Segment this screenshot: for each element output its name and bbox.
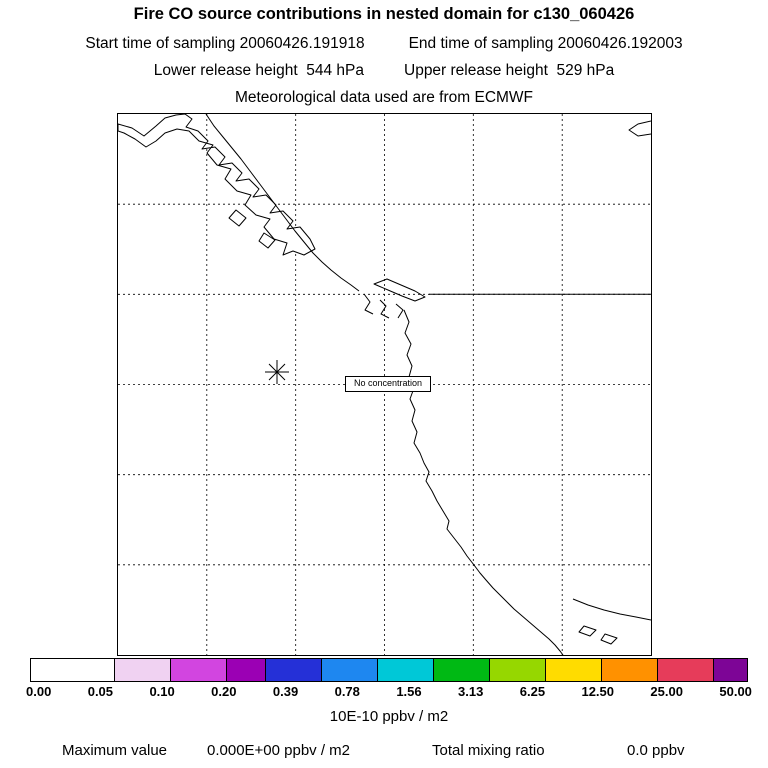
map-canvas <box>118 114 651 655</box>
meteo-source-text: Meteorological data used are from ECMWF <box>234 89 534 106</box>
colorbar-tick-label: 25.00 <box>650 684 683 699</box>
corner-coast-fragment <box>628 120 651 137</box>
inland-line <box>572 598 651 621</box>
colorbar-tick-labels: 0.00 0.05 0.10 0.20 0.39 0.78 1.56 3.13 6.25 12.5… <box>26 684 752 699</box>
colorbar-tick-label: 50.00 <box>719 684 752 699</box>
small-island <box>578 625 597 637</box>
colorbar <box>30 658 748 682</box>
colorbar-segment <box>113 658 171 682</box>
puget-sound-inlets <box>379 299 390 319</box>
sampling-times-line: Start time of sampling 20060426.191918 E… <box>0 35 768 53</box>
small-island <box>600 633 618 645</box>
colorbar-segment <box>169 658 227 682</box>
vancouver-island-coastline <box>118 114 316 256</box>
max-value-label: Maximum value <box>62 742 168 759</box>
colorbar-tick-label: 1.56 <box>396 684 422 699</box>
colorbar-segment <box>377 658 434 682</box>
map-panel: No concentration <box>117 113 652 656</box>
colorbar-tick-label: 3.13 <box>458 684 484 699</box>
colorbar-tick-label: 0.39 <box>272 684 299 699</box>
mixing-ratio-value: 0.0 ppbv <box>627 742 685 759</box>
release-point-marker-icon <box>265 360 289 384</box>
end-time-text: End time of sampling 20060426.192003 <box>408 35 683 52</box>
colorbar-tick-label: 0.00 <box>26 684 52 699</box>
colorbar-segment <box>433 658 490 682</box>
colorbar-segment <box>265 658 322 682</box>
colorbar-tick-label: 0.20 <box>211 684 237 699</box>
lower-release-text: Lower release height 544 hPa <box>153 62 364 79</box>
colorbar-tick-label: 0.05 <box>87 684 114 699</box>
colorbar-segment <box>225 658 266 682</box>
max-value-text: 0.000E+00 ppbv / m2 <box>207 742 351 759</box>
colorbar-tick-label: 6.25 <box>519 684 546 699</box>
pacific-coastline <box>403 309 564 655</box>
island-whidbey <box>373 278 426 302</box>
colorbar-tick-label: 0.78 <box>334 684 360 699</box>
mixing-ratio-label: Total mixing ratio <box>432 742 545 759</box>
start-time-text: Start time of sampling 20060426.191918 <box>85 35 365 52</box>
page-title: Fire CO source contributions in nested d… <box>133 5 635 23</box>
no-concentration-label: No concentration <box>345 376 431 392</box>
colorbar-segment <box>601 658 658 682</box>
small-island <box>258 232 276 249</box>
colorbar-segment <box>30 658 115 682</box>
colorbar-segment <box>545 658 602 682</box>
colorbar-tick-label: 12.50 <box>581 684 615 699</box>
colorbar-segment <box>489 658 546 682</box>
colorbar-tick-label: 0.10 <box>149 684 175 699</box>
release-heights-line: Lower release height 544 hPa Upper relea… <box>0 62 768 80</box>
colorbar-segment <box>713 658 748 682</box>
colorbar-segment <box>657 658 714 682</box>
puget-sound-inlets <box>395 303 404 319</box>
mainland-coastline <box>205 114 360 292</box>
small-island <box>228 209 247 227</box>
colorbar-segment <box>321 658 378 682</box>
puget-sound-inlets <box>363 293 374 315</box>
colorbar-units-label: 10E-10 ppbv / m2 <box>329 708 449 725</box>
upper-release-text: Upper release height 529 hPa <box>404 62 615 79</box>
